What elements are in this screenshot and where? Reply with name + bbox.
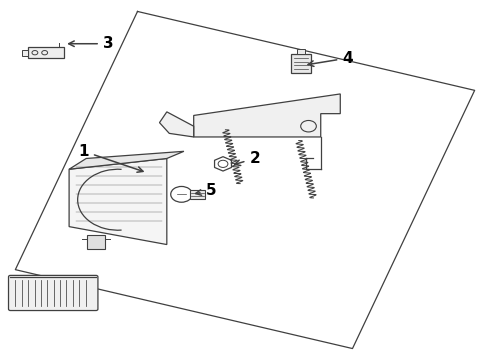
- Bar: [27, 47, 64, 58]
- Bar: [190, 190, 205, 199]
- Polygon shape: [159, 112, 194, 137]
- Text: 5: 5: [196, 183, 216, 198]
- Polygon shape: [69, 158, 167, 244]
- Polygon shape: [194, 94, 340, 137]
- Bar: [87, 235, 105, 249]
- Bar: [297, 49, 305, 54]
- Bar: [22, 50, 28, 55]
- Text: 4: 4: [308, 50, 353, 66]
- Text: 2: 2: [235, 151, 260, 166]
- FancyBboxPatch shape: [8, 275, 98, 311]
- Text: 3: 3: [69, 36, 114, 51]
- Polygon shape: [69, 151, 184, 169]
- Text: 1: 1: [78, 144, 143, 172]
- Bar: [292, 54, 311, 73]
